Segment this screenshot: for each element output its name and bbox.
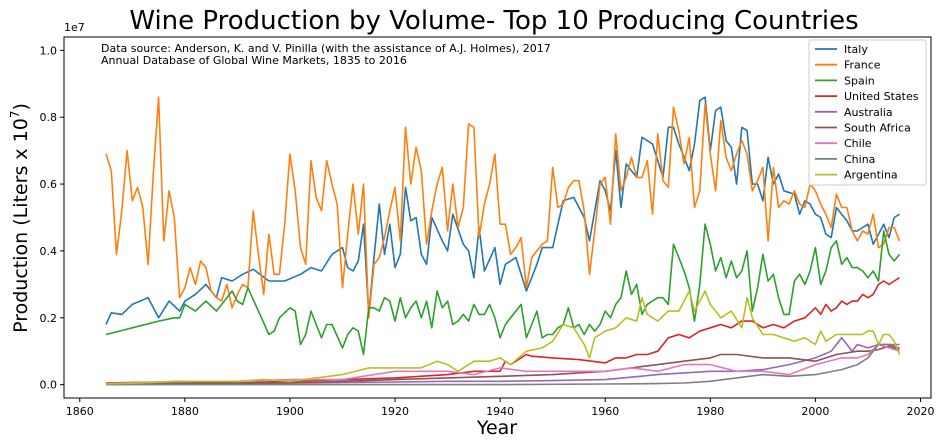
series-line-south-africa — [106, 345, 900, 384]
series-lines — [105, 96, 901, 386]
x-tick-label: 1860 — [66, 405, 94, 418]
series-line-united-states — [105, 277, 900, 384]
legend-label: France — [844, 59, 881, 72]
legend-label: Italy — [844, 43, 868, 56]
series-line-italy — [105, 96, 900, 325]
x-tick-label: 2000 — [801, 405, 829, 418]
y-axis-label: Production (Liters x 107) — [8, 103, 32, 333]
legend-label: South Africa — [844, 122, 911, 135]
plot-area — [63, 36, 932, 399]
legend-label: Australia — [844, 106, 893, 119]
series-line-chile — [105, 343, 900, 385]
x-tick-label: 1920 — [381, 405, 409, 418]
legend: Italy France Spain United States Australia So… — [808, 39, 927, 186]
data-source-line-2: Annual Database of Global Wine Markets, … — [101, 54, 407, 67]
data-source-line-1: Data source: Anderson, K. and V. Pinilla… — [101, 42, 551, 55]
legend-label: United States — [844, 90, 919, 103]
x-tick-label: 1880 — [171, 405, 199, 418]
x-tick-label: 1940 — [486, 405, 514, 418]
axis-ticks: 1860 1880 1900 1920 1940 1960 1980 2000 2020 0.0 0… — [40, 44, 935, 418]
y-tick-label: 0.8 — [40, 111, 58, 124]
series-line-france — [105, 96, 901, 319]
y-tick-label: 0.2 — [40, 312, 58, 325]
series-line-spain — [105, 223, 901, 356]
legend-label: Chile — [844, 137, 872, 150]
y-axis-label-close: ) — [10, 103, 32, 110]
y-axis-label-text: Production (Liters x 10 — [10, 118, 32, 333]
x-tick-label: 2020 — [906, 405, 934, 418]
x-tick-label: 1900 — [276, 405, 304, 418]
y-tick-label: 0.0 — [40, 379, 58, 392]
x-tick-label: 1980 — [696, 405, 724, 418]
y-tick-label: 0.4 — [40, 245, 58, 258]
y-tick-label: 0.6 — [40, 178, 58, 191]
x-tick-label: 1960 — [591, 405, 619, 418]
y-offset-label: 1e7 — [64, 21, 85, 34]
legend-label: Argentina — [844, 169, 898, 182]
y-tick-label: 1.0 — [40, 44, 58, 57]
series-line-argentina — [105, 290, 901, 385]
y-axis-label-exponent: 7 — [8, 111, 22, 119]
legend-box — [808, 39, 927, 186]
legend-label: Spain — [844, 74, 875, 87]
x-axis-label: Year — [476, 417, 517, 439]
legend-label: China — [844, 153, 875, 166]
series-line-china — [106, 343, 900, 386]
chart-title: Wine Production by Volume- Top 10 Produc… — [129, 6, 858, 36]
